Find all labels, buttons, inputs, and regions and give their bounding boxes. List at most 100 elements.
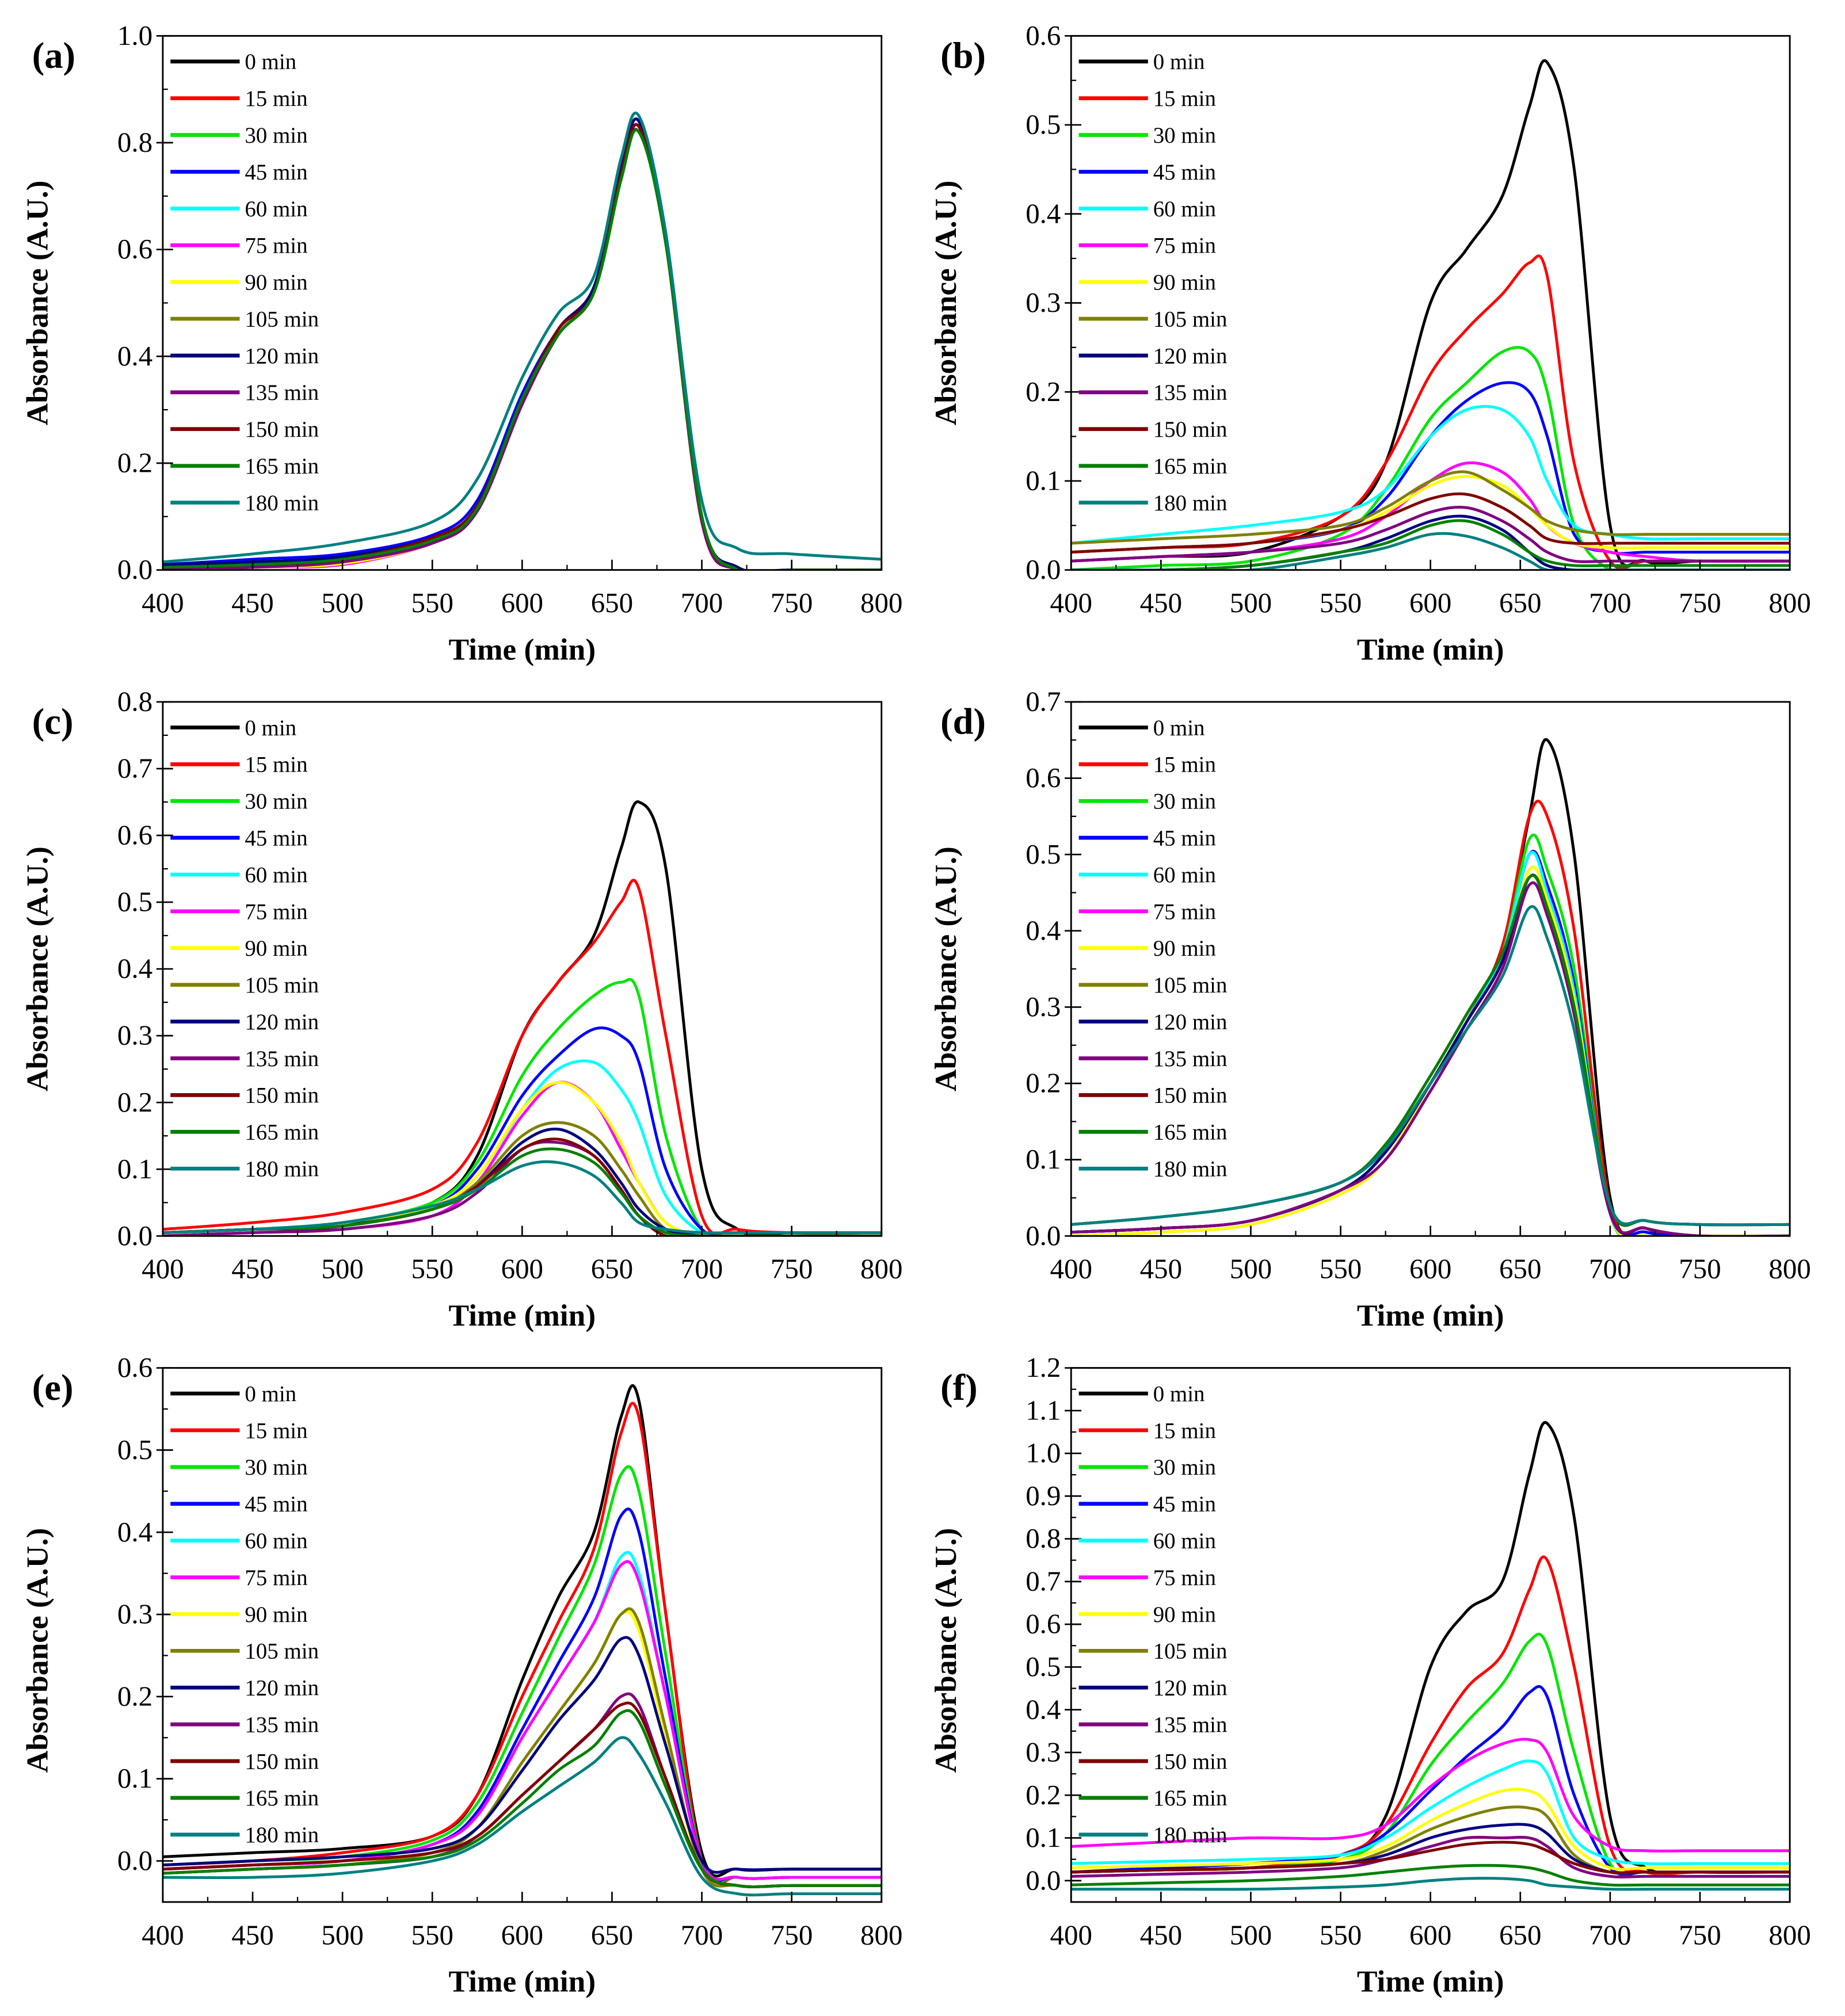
- legend-item: 75 min: [170, 234, 308, 258]
- legend-label: 15 min: [1153, 753, 1216, 777]
- legend-item: 105 min: [1078, 1639, 1227, 1664]
- series-line-180-min: [1071, 532, 1790, 570]
- legend-label: 60 min: [1153, 862, 1216, 887]
- x-tick-label: 750: [1679, 1253, 1721, 1285]
- legend-item: 165 min: [1078, 454, 1227, 479]
- y-tick-label: 0.5: [1026, 1651, 1061, 1682]
- y-tick-label: 0.2: [1026, 1067, 1061, 1099]
- y-tick-label: 0.6: [1026, 20, 1061, 51]
- legend-label: 0 min: [1153, 1381, 1205, 1406]
- legend-item: 180 min: [1078, 491, 1228, 516]
- legend-item: 75 min: [1078, 899, 1216, 924]
- y-tick-label: 0.2: [1026, 376, 1061, 407]
- x-tick-label: 800: [860, 587, 902, 618]
- x-tick-label: 650: [1499, 1253, 1541, 1285]
- x-tick-label: 500: [321, 1919, 363, 1950]
- series-line-180-min: [1071, 1877, 1790, 1891]
- panel-label: (c): [32, 701, 74, 743]
- x-tick-label: 450: [231, 1253, 273, 1285]
- legend-label: 0 min: [245, 1381, 296, 1406]
- legend-item: 15 min: [170, 1418, 308, 1443]
- x-tick-label: 600: [1409, 1253, 1451, 1285]
- panel-label: (d): [940, 701, 986, 743]
- series-line-60-min: [1071, 1759, 1790, 1866]
- y-tick-label: 0.6: [117, 1351, 153, 1383]
- legend-item: 120 min: [1078, 1010, 1227, 1034]
- x-axis-label: Time (min): [448, 1964, 596, 1999]
- y-tick-label: 0.6: [117, 819, 153, 851]
- series-line-165-min: [162, 1147, 882, 1236]
- y-axis-label: Absorbance (A.U.): [928, 181, 963, 426]
- legend-item: 45 min: [1078, 826, 1216, 850]
- x-tick-label: 450: [231, 1919, 273, 1950]
- legend-label: 135 min: [1153, 380, 1228, 405]
- legend-item: 15 min: [1078, 753, 1216, 777]
- legend-item: 45 min: [170, 826, 308, 850]
- legend-item: 150 min: [1078, 1083, 1228, 1108]
- x-tick-label: 800: [1768, 1919, 1810, 1950]
- y-tick-label: 0.8: [117, 686, 153, 717]
- y-tick-label: 0.1: [117, 1153, 153, 1185]
- legend-label: 135 min: [1153, 1712, 1228, 1737]
- legend-label: 180 min: [1153, 491, 1228, 516]
- legend: 0 min 15 min 30 min 45 min 60 min 75 min 90 mi…: [170, 49, 319, 516]
- legend-label: 180 min: [245, 491, 319, 516]
- legend-label: 30 min: [245, 789, 307, 814]
- y-tick-label: 0.1: [1026, 1143, 1061, 1175]
- y-tick-label: 0.0: [117, 1220, 153, 1251]
- x-axis-label: Time (min): [1357, 1964, 1504, 1999]
- legend-item: 180 min: [1078, 1823, 1227, 1847]
- series-line-150-min: [162, 1137, 882, 1236]
- legend-item: 105 min: [170, 307, 319, 331]
- legend-label: 165 min: [1153, 1120, 1228, 1145]
- legend-item: 135 min: [1078, 380, 1228, 405]
- x-tick-label: 450: [231, 587, 273, 618]
- legend-label: 15 min: [245, 753, 307, 777]
- y-tick-label: 0.4: [1026, 1693, 1061, 1725]
- legend-item: 165 min: [1078, 1786, 1228, 1811]
- legend-label: 150 min: [245, 417, 319, 442]
- legend-label: 105 min: [245, 973, 319, 998]
- y-tick-label: 0.3: [117, 1598, 153, 1630]
- legend-label: 15 min: [1153, 1418, 1216, 1443]
- legend-item: 180 min: [170, 1823, 319, 1847]
- chart-panel: 400 450 500 550 600 650 700 750 800 0.0 0.1 0.2 0.3 0…: [20, 1351, 903, 1999]
- legend-label: 150 min: [1153, 1083, 1228, 1108]
- x-axis-label: Time (min): [1357, 1298, 1504, 1332]
- legend-label: 165 min: [1153, 1786, 1228, 1811]
- legend-label: 120 min: [245, 1010, 319, 1034]
- x-tick-label: 500: [1230, 1253, 1272, 1285]
- y-tick-label: 0.6: [1026, 762, 1061, 793]
- x-tick-label: 750: [771, 1919, 813, 1950]
- x-tick-label: 400: [1050, 1919, 1092, 1950]
- legend-item: 165 min: [1078, 1120, 1228, 1145]
- x-tick-label: 600: [1409, 1919, 1451, 1950]
- legend-label: 120 min: [1153, 343, 1228, 368]
- x-tick-label: 600: [1409, 587, 1451, 618]
- legend-item: 135 min: [170, 1047, 319, 1071]
- y-axis-label: Absorbance (A.U.): [20, 1528, 55, 1773]
- y-tick-label: 0.1: [1026, 465, 1061, 497]
- y-tick-label: 0.0: [1026, 1220, 1061, 1251]
- legend-label: 45 min: [245, 160, 307, 185]
- chart-panel: 400 450 500 550 600 650 700 750 800 0.0 0.1 0.2 0.3 0…: [928, 686, 1811, 1333]
- x-tick-label: 450: [1140, 1919, 1182, 1950]
- series-line-135-min: [1071, 881, 1790, 1236]
- y-tick-label: 0.7: [1026, 686, 1061, 717]
- legend-item: 150 min: [170, 1749, 319, 1774]
- y-tick-label: 0.4: [1026, 197, 1061, 229]
- legend-item: 90 min: [170, 270, 308, 295]
- series-lines: [162, 1384, 882, 1897]
- legend-label: 150 min: [1153, 1749, 1228, 1774]
- legend-label: 45 min: [1153, 160, 1216, 185]
- y-tick-label: 0.1: [1026, 1822, 1061, 1853]
- series-line-90-min: [1071, 1788, 1790, 1871]
- series-lines: [162, 800, 882, 1236]
- x-tick-label: 650: [591, 1253, 633, 1285]
- y-axis-label: Absorbance (A.U.): [928, 1528, 963, 1773]
- series-line-150-min: [1071, 492, 1790, 554]
- legend-item: 105 min: [170, 973, 319, 998]
- x-tick-label: 700: [681, 587, 723, 618]
- legend-item: 60 min: [170, 197, 308, 222]
- legend-item: 60 min: [1078, 197, 1216, 222]
